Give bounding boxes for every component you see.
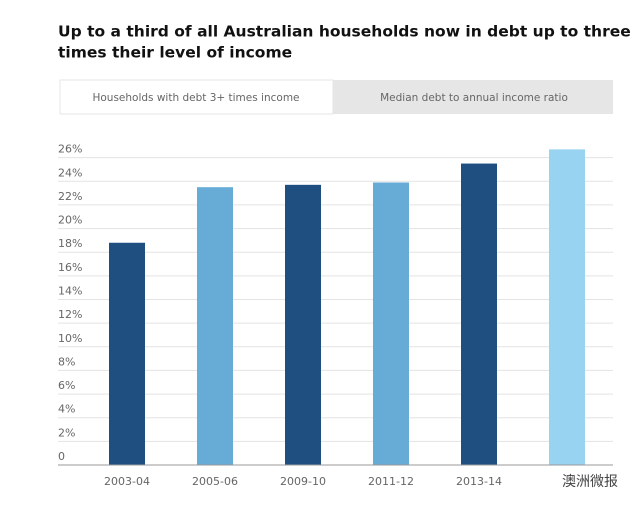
y-tick-label: 12%	[58, 308, 82, 321]
x-tick-label: 2013-14	[456, 475, 502, 488]
bar	[109, 242, 145, 465]
bar	[285, 184, 321, 465]
y-tick-label: 20%	[58, 214, 82, 227]
tab-background[interactable]	[333, 80, 613, 114]
x-tick-label: 2011-12	[368, 475, 414, 488]
y-tick-label: 26%	[58, 143, 82, 156]
tab-label[interactable]: Households with debt 3+ times income	[92, 92, 299, 104]
bar	[461, 163, 497, 465]
chart-title: times their level of income	[58, 44, 292, 62]
y-tick-label: 22%	[58, 190, 82, 203]
chart-title: Up to a third of all Australian househol…	[58, 23, 631, 41]
x-tick-label: 2005-06	[192, 475, 238, 488]
bar	[197, 187, 233, 466]
y-tick-label: 8%	[58, 355, 75, 368]
y-tick-label: 18%	[58, 237, 82, 250]
y-tick-label: 6%	[58, 379, 75, 392]
x-tick-label: 2009-10	[280, 475, 326, 488]
y-tick-label: 4%	[58, 403, 75, 416]
tab-label[interactable]: Median debt to annual income ratio	[380, 92, 568, 104]
y-tick-label: 16%	[58, 261, 82, 274]
tab-background[interactable]	[59, 79, 334, 115]
y-tick-label: 2%	[58, 426, 75, 439]
y-tick-label: 14%	[58, 285, 82, 298]
y-tick-label: 24%	[58, 166, 82, 179]
y-tick-label: 10%	[58, 332, 82, 345]
y-tick-label: 0	[58, 450, 65, 463]
x-tick-label: 2003-04	[104, 475, 150, 488]
bar	[373, 182, 409, 466]
bar	[549, 149, 585, 465]
watermark: 澳洲微报	[562, 474, 618, 490]
